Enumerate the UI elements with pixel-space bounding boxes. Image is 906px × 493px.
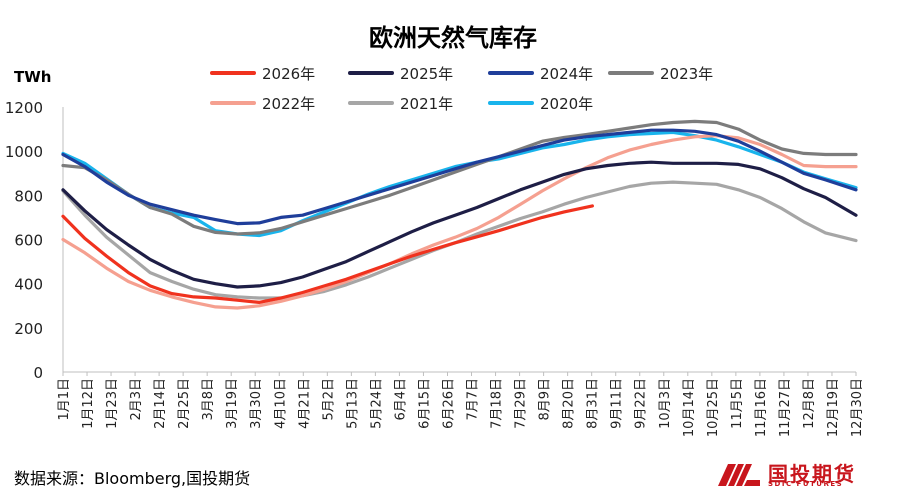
x-tick-label: 3月30日 <box>249 378 264 429</box>
x-tick-label: 1月1日 <box>57 378 72 421</box>
series-line-2025 <box>61 160 858 289</box>
legend-swatch <box>348 101 394 105</box>
legend-swatch <box>608 71 654 75</box>
x-tick-label: 1月23日 <box>105 378 120 429</box>
x-tick-label: 1月12日 <box>81 378 96 429</box>
x-tick-label: 5月24日 <box>369 378 384 429</box>
x-tick-label: 5月13日 <box>345 378 360 429</box>
y-tick-label: 600 <box>14 232 43 250</box>
x-tick-label: 8月9日 <box>538 378 553 421</box>
legend-item: 2024年 <box>488 62 593 84</box>
legend-swatch <box>488 101 534 105</box>
legend-label: 2026年 <box>262 64 316 83</box>
legend-item: 2025年 <box>348 62 453 84</box>
legend-item: 2020年 <box>488 92 593 114</box>
series-line-2023 <box>61 119 858 236</box>
legend-label: 2023年 <box>660 64 714 83</box>
legend-label: 2021年 <box>400 94 454 113</box>
y-tick-label: 800 <box>14 187 43 205</box>
legend-label: 2022年 <box>262 94 316 113</box>
logo-subtitle: SDIC FUTURES <box>768 480 844 488</box>
x-tick-label: 4月21日 <box>297 378 312 429</box>
chart-title: 欧洲天然气库存 <box>369 24 537 52</box>
x-tick-label: 7月18日 <box>490 378 505 429</box>
x-tick-label: 7月29日 <box>514 378 529 429</box>
sdic-logo: 国投期货 SDIC FUTURES <box>716 458 896 490</box>
legend-item: 2023年 <box>608 62 713 84</box>
x-tick-label: 3月8日 <box>201 378 216 421</box>
x-tick-label: 11月27日 <box>778 378 793 437</box>
x-tick-label: 12月8日 <box>802 378 817 429</box>
y-axis-unit: TWh <box>14 68 52 86</box>
y-tick-label: 0 <box>33 364 43 382</box>
series-line-2020 <box>61 130 858 238</box>
x-tick-label: 4月10日 <box>273 378 288 429</box>
x-tick-label: 6月15日 <box>417 378 432 429</box>
x-tick-label: 11月16日 <box>754 378 769 437</box>
y-tick-label: 1000 <box>5 143 43 161</box>
x-tick-label: 12月30日 <box>850 378 865 437</box>
legend-swatch <box>348 71 394 75</box>
series-line-2026 <box>61 204 595 304</box>
x-tick-label: 5月2日 <box>321 378 336 421</box>
legend-label: 2025年 <box>400 64 454 83</box>
x-tick-label: 12月19日 <box>826 378 841 437</box>
y-tick-label: 200 <box>14 320 43 338</box>
series-line-2024 <box>61 128 858 226</box>
x-tick-label: 8月20日 <box>562 378 577 429</box>
legend-item: 2026年 <box>210 62 315 84</box>
legend-swatch <box>488 71 534 75</box>
data-source: 数据来源：Bloomberg,国投期货 <box>14 469 251 488</box>
x-tick-label: 7月7日 <box>466 378 481 421</box>
y-tick-label: 1200 <box>5 99 43 117</box>
legend-item: 2022年 <box>210 92 315 114</box>
x-tick-label: 2月25日 <box>177 378 192 429</box>
legend-swatch <box>210 101 256 105</box>
x-tick-label: 10月25日 <box>706 378 721 437</box>
x-tick-label: 2月14日 <box>153 378 168 429</box>
sdic-logo-icon <box>718 464 760 486</box>
y-tick-label: 400 <box>14 276 43 294</box>
x-tick-label: 9月22日 <box>634 378 649 429</box>
x-tick-label: 10月3日 <box>658 378 673 429</box>
logo-name: 国投期货 <box>768 462 856 486</box>
x-tick-label: 10月14日 <box>682 378 697 437</box>
x-tick-label: 11月5日 <box>730 378 745 429</box>
x-tick-label: 9月11日 <box>610 378 625 429</box>
x-tick-label: 6月4日 <box>393 378 408 421</box>
legend-swatch <box>210 71 256 75</box>
x-tick-label: 8月31日 <box>586 378 601 429</box>
x-tick-label: 3月19日 <box>225 378 240 429</box>
legend-item: 2021年 <box>348 92 453 114</box>
x-tick-label: 6月26日 <box>441 378 456 429</box>
series-line-2022 <box>61 134 858 310</box>
x-tick-label: 2月3日 <box>129 378 144 421</box>
legend-label: 2020年 <box>540 94 594 113</box>
legend-label: 2024年 <box>540 64 594 83</box>
